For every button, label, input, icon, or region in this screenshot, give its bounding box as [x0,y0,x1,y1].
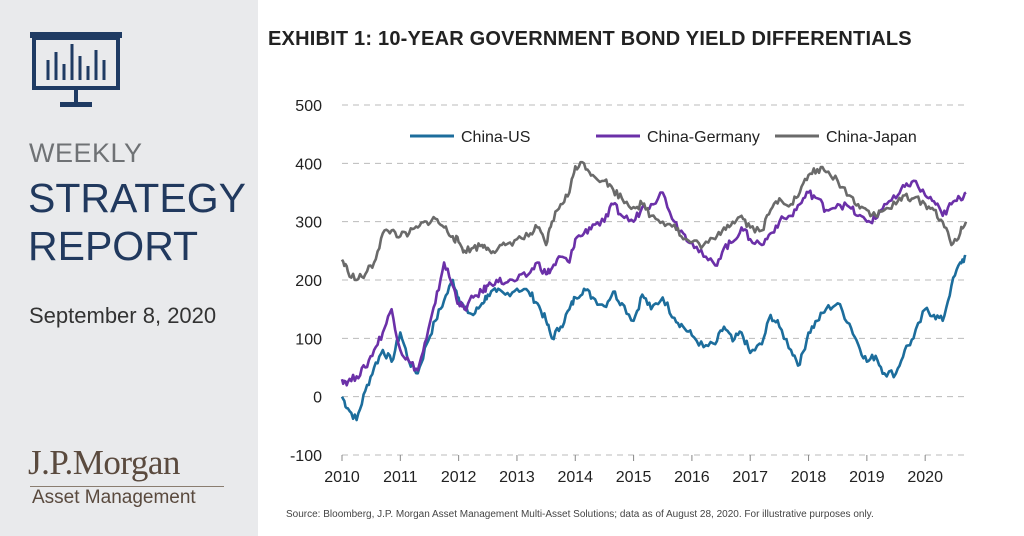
y-tick-label: 300 [295,215,322,232]
x-tick-label: 2011 [383,469,418,486]
y-tick-label: 500 [295,98,322,115]
series-line-china-us [340,254,967,422]
x-tick-label: 2010 [324,469,360,486]
sidebar: WEEKLY STRATEGY REPORT September 8, 2020… [0,0,258,536]
series-line-china-germany [340,179,967,387]
logo-subtitle: Asset Management [32,487,196,508]
x-tick-label: 2016 [674,469,710,486]
x-tick-label: 2014 [557,469,593,486]
weekly-label: WEEKLY [29,138,143,168]
chart-title: EXHIBIT 1: 10-YEAR GOVERNMENT BOND YIELD… [268,28,912,50]
x-tick-label: 2020 [907,469,943,486]
y-tick-label: 400 [295,156,322,173]
x-tick-label: 2012 [441,469,477,486]
legend-china-japan-label: China-Japan [826,129,917,146]
x-tick-label: 2013 [499,469,535,486]
legend-china-us-label: China-US [461,129,530,146]
y-tick-label: 200 [295,273,322,290]
y-tick-label: 100 [295,331,322,348]
x-tick-label: 2018 [791,469,827,486]
report-title-line1: STRATEGY [28,175,246,221]
y-tick-label: 0 [313,390,322,407]
logo-divider [30,486,224,487]
report-title-line2: REPORT [28,223,199,269]
y-tick-label: -100 [290,448,322,465]
x-tick-label: 2019 [849,469,885,486]
series-line-china-japan [340,160,968,282]
presentation-chart-icon [30,32,122,107]
x-tick-label: 2017 [732,469,768,486]
source-note: Source: Bloomberg, J.P. Morgan Asset Man… [286,509,874,520]
report-date: September 8, 2020 [29,303,217,328]
x-tick-label: 2015 [616,469,652,486]
report-title: STRATEGY REPORT [28,174,246,270]
jpmorgan-logo: J.P.Morgan [28,443,180,482]
line-chart: -100 0 100 200 300 400 500 2010 2011 2012 2013 2014… [290,98,968,486]
legend-china-germany-label: China-Germany [647,129,760,146]
